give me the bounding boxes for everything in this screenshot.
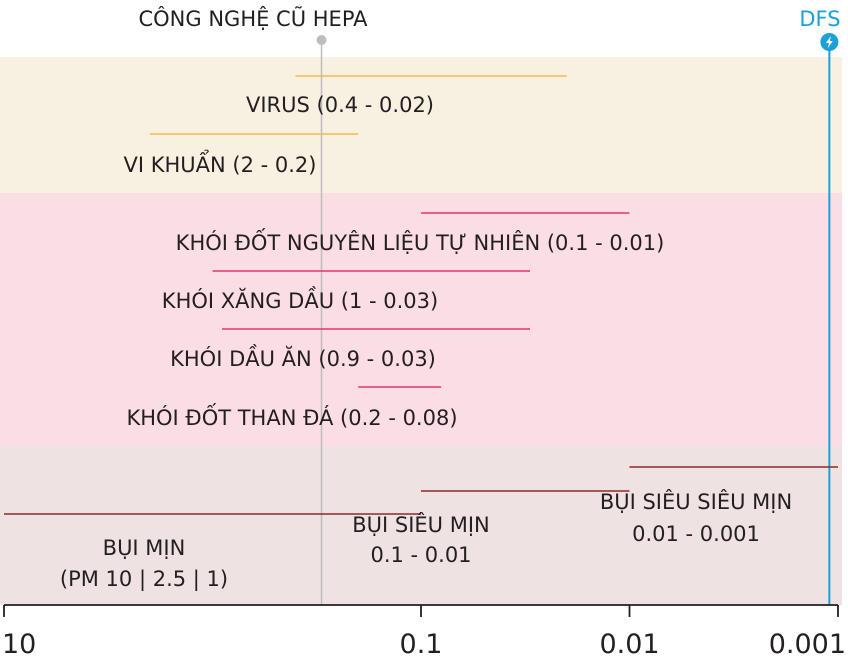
series-label-3: KHÓI ĐỐT NGUYÊN LIỆU TỰ NHIÊN (0.1 - 0.0…: [176, 227, 665, 255]
series-labels: VIRUS (0.4 - 0.02) VI KHUẨN (2 - 0.2) KHÓI…: [60, 93, 792, 592]
x-tick-label-4: 0.001: [769, 629, 846, 660]
hepa-marker-dot: [316, 35, 327, 45]
marker-labels: CÔNG NGHỆ CŨ HEPA DFS: [138, 5, 841, 51]
x-tick-label-1: 10: [2, 629, 36, 660]
series-label-2: VI KHUẨN (2 - 0.2): [124, 150, 317, 177]
series-label-7: BỤI MỊN: [103, 536, 186, 560]
band-dust: [0, 446, 842, 605]
x-tick-label-3: 0.01: [599, 629, 659, 660]
series-label-5: KHÓI DẦU ĂN (0.9 - 0.03): [170, 344, 436, 371]
x-axis: 10 0.1 0.01 0.001: [2, 604, 846, 660]
series-sublabel-8: 0.1 - 0.01: [370, 543, 471, 567]
series-sublabel-9: 0.01 - 0.001: [632, 522, 760, 546]
lightning-icon: [825, 36, 833, 48]
series-label-8: BỤI SIÊU MỊN: [352, 512, 490, 537]
series-ranges: [4, 75, 838, 515]
series-label-6: KHÓI ĐỐT THAN ĐÁ (0.2 - 0.08): [126, 402, 457, 430]
series-label-1: VIRUS (0.4 - 0.02): [246, 93, 434, 117]
series-label-9: BỤI SIÊU SIÊU MỊN: [600, 489, 792, 514]
series-sublabel-7: (PM 10 | 2.5 | 1): [60, 567, 228, 592]
band-smoke: [0, 193, 842, 446]
background-bands: [0, 57, 842, 605]
x-tick-label-2: 0.1: [400, 629, 443, 660]
dfs-marker-label: DFS: [799, 7, 840, 31]
hepa-marker-label: CÔNG NGHỆ CŨ HEPA: [138, 5, 368, 31]
series-label-4: KHÓI XĂNG DẦU (1 - 0.03): [162, 286, 438, 313]
band-bio: [0, 57, 842, 193]
